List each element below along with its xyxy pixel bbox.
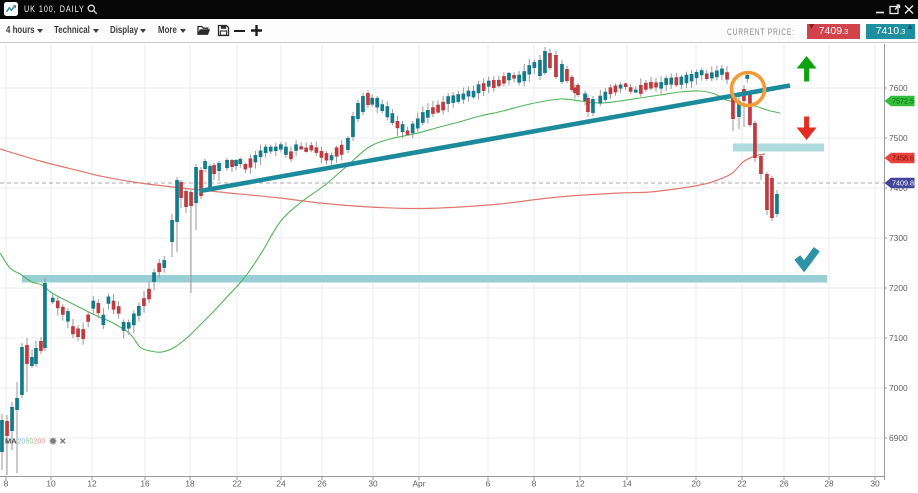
svg-text:50: 50 xyxy=(26,439,34,446)
svg-text:18: 18 xyxy=(185,479,195,489)
svg-text:20: 20 xyxy=(18,439,26,446)
svg-text:6: 6 xyxy=(486,479,491,489)
svg-text:8: 8 xyxy=(532,479,537,489)
svg-text:7000: 7000 xyxy=(889,383,908,393)
svg-text:MA: MA xyxy=(5,437,17,446)
svg-text:14: 14 xyxy=(622,479,632,489)
svg-text:7300: 7300 xyxy=(889,233,908,243)
svg-text:7600: 7600 xyxy=(889,83,908,93)
svg-text:6900: 6900 xyxy=(889,433,908,443)
svg-text:7572.5: 7572.5 xyxy=(892,97,914,106)
svg-text:10: 10 xyxy=(46,479,56,489)
svg-text:7100: 7100 xyxy=(889,333,908,343)
svg-text:200: 200 xyxy=(34,439,46,446)
svg-text:28: 28 xyxy=(824,479,834,489)
svg-text:Apr: Apr xyxy=(412,479,425,489)
svg-text:22: 22 xyxy=(737,479,747,489)
svg-text:20: 20 xyxy=(691,479,701,489)
svg-text:7409.8: 7409.8 xyxy=(892,179,914,188)
svg-text:24: 24 xyxy=(276,479,286,489)
svg-text:30: 30 xyxy=(368,479,378,489)
svg-text:30: 30 xyxy=(870,479,880,489)
svg-text:22: 22 xyxy=(232,479,242,489)
svg-text:7458.6: 7458.6 xyxy=(892,154,914,163)
svg-text:12: 12 xyxy=(575,479,585,489)
svg-text:7200: 7200 xyxy=(889,283,908,293)
svg-text:26: 26 xyxy=(317,479,327,489)
svg-text:8: 8 xyxy=(4,479,9,489)
svg-text:26: 26 xyxy=(779,479,789,489)
svg-text:12: 12 xyxy=(87,479,97,489)
svg-text:16: 16 xyxy=(140,479,150,489)
svg-text:7500: 7500 xyxy=(889,133,908,143)
